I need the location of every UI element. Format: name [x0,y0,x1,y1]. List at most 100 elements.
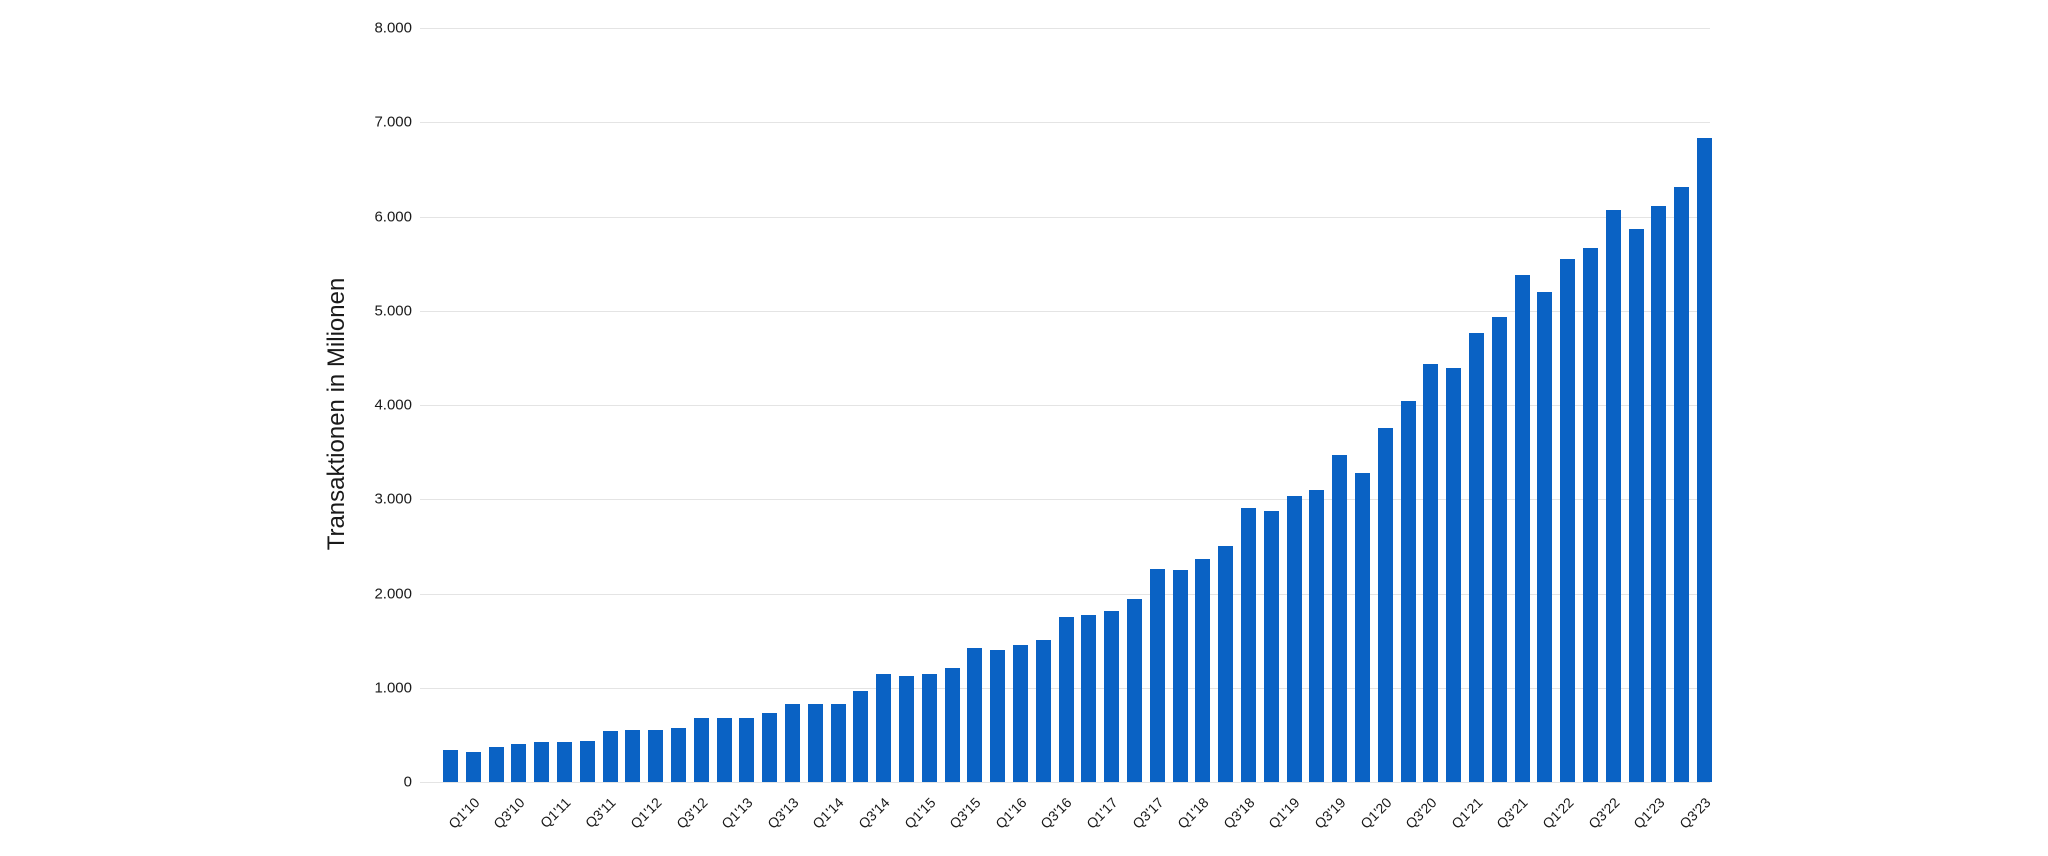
bar [693,717,709,782]
y-tick-label: 6.000 [374,208,412,225]
gridline [420,499,1710,500]
bar [1035,639,1051,782]
bar [1218,546,1234,782]
x-tick-label: Q3'17 [1128,794,1167,832]
bar [1172,570,1188,782]
x-tick-label: Q3'21 [1493,794,1531,832]
bar [967,648,983,782]
bar [557,742,572,782]
bar [1514,275,1530,782]
bar [1651,206,1667,782]
bar [1446,368,1462,782]
bar [1628,228,1644,782]
bar [1583,247,1598,782]
bar [1149,569,1165,782]
x-tick-label: Q3'23 [1675,794,1714,832]
bar [1127,598,1142,782]
x-tick-label: Q1'21 [1447,794,1486,832]
x-tick-label: Q1'22 [1539,794,1577,832]
bar [443,749,458,782]
x-tick-label: Q1'14 [809,794,847,832]
bar [534,742,550,782]
x-tick-label: Q3'18 [1219,794,1258,832]
gridline [420,217,1710,218]
gridline [420,122,1710,123]
gridline [420,311,1710,312]
x-tick-label: Q3'20 [1402,794,1440,832]
x-tick-label: Q3'19 [1311,794,1349,832]
bar [1286,496,1302,782]
x-tick-label: Q1'12 [627,794,665,832]
bar [830,703,846,782]
bar [1697,137,1712,782]
bar [1195,559,1211,782]
bar [1104,610,1120,782]
bar [1469,332,1484,782]
bar [807,703,823,782]
bar [602,731,618,782]
bar [785,703,800,782]
bar [944,667,960,782]
bar [1332,455,1348,782]
bar [1560,258,1576,782]
bar [1241,507,1256,782]
bar [1605,209,1621,782]
x-tick-label: Q1'19 [1265,794,1303,832]
y-tick-label: 7.000 [374,113,412,131]
y-tick-label: 0 [403,773,412,791]
bar [1377,428,1393,782]
bar [579,740,595,782]
x-tick-label: Q1'15 [900,794,939,832]
x-tick-label: Q1'18 [1174,794,1212,832]
x-tick-label: Q3'16 [1037,794,1075,832]
x-tick-label: Q1'17 [1083,794,1121,832]
bar [1537,292,1553,782]
gridline [420,782,1710,783]
bar [1400,401,1416,782]
bar [1263,511,1279,782]
x-tick-label: Q3'10 [490,794,528,832]
gridline [420,28,1710,29]
bar [739,717,755,782]
y-tick-label: 5.000 [374,302,412,320]
x-tick-label: Q1'11 [536,794,574,832]
bar [853,690,869,782]
bar [625,730,641,782]
x-tick-label: Q1'13 [718,794,756,832]
bar [762,713,778,782]
y-tick-label: 3.000 [374,490,412,508]
x-tick-label: Q1'23 [1630,794,1668,832]
bar [921,673,937,782]
bar [1081,614,1097,782]
y-tick-label: 2.000 [374,585,412,602]
x-tick-label: Q3'15 [946,794,984,832]
x-tick-label: Q1'20 [1356,794,1395,832]
bar [1013,644,1028,782]
bar [876,673,892,782]
gridline [420,405,1710,406]
bar [1058,617,1074,782]
bar [990,650,1006,782]
bar [899,676,914,782]
bar [716,717,732,782]
x-tick-label: Q3'14 [855,794,893,832]
bar [1355,473,1370,782]
bar [488,747,504,782]
y-tick-label: 8.000 [374,19,412,37]
bar [1423,364,1439,782]
x-tick-label: Q3'12 [672,794,711,832]
x-tick-label: Q1'10 [444,794,483,832]
bar [1309,489,1325,782]
bar [465,751,481,782]
bar [511,744,527,782]
bar [648,730,664,782]
bar [671,727,686,782]
x-tick-label: Q3'22 [1584,794,1623,832]
x-tick-label: Q1'16 [991,794,1030,832]
y-tick-label: 4.000 [374,396,412,414]
x-tick-label: Q3'11 [582,794,619,832]
bar [1491,317,1507,782]
bar [1674,187,1690,782]
y-tick-label: 1.000 [374,679,412,697]
